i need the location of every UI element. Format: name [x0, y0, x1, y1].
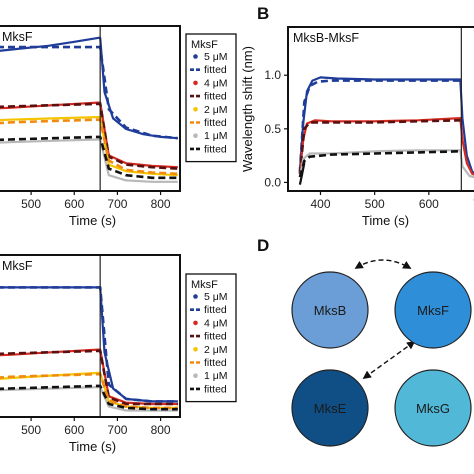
- series-line-5-fitted: [298, 150, 461, 178]
- legend-item-label: 4 μM: [204, 77, 228, 89]
- plot-frame: [287, 26, 474, 192]
- series-line-0: [0, 36, 178, 140]
- legend-item-label: fitted: [204, 91, 227, 103]
- legend-key-dot: [193, 294, 198, 299]
- legend-key-dot: [193, 347, 198, 352]
- legend-item-label: 1 μM: [204, 130, 228, 142]
- legend-item-label: 5 μM: [204, 291, 228, 303]
- series-line-6: [0, 138, 178, 183]
- series-line-0: [298, 76, 474, 174]
- panel-title: MksF: [2, 30, 33, 44]
- legend-item-label: 1 μM: [204, 370, 228, 382]
- node-label: MksG: [416, 401, 450, 416]
- series-group: [0, 36, 178, 183]
- series-line-5-fitted: [0, 372, 178, 410]
- interaction-diagram: MksB MksF MksE MksG: [291, 259, 472, 447]
- series-line-1-fitted: [298, 79, 461, 172]
- series-group: [0, 286, 178, 412]
- y-axis-label: Wavelength shift (nm): [240, 46, 255, 172]
- panel-letter-d: D: [257, 236, 269, 255]
- panel-c-mksf: 500 600 700 800 MksF Time (s): [0, 254, 181, 454]
- legend-item-label: 5 μM: [204, 51, 228, 63]
- legend-key-dot: [193, 133, 198, 138]
- x-tick-label: 500: [21, 197, 41, 211]
- interaction-arrow-mksb-mksf: [354, 259, 412, 269]
- legend-key-dot: [193, 107, 198, 112]
- series-line-6: [298, 162, 306, 185]
- x-tick-label: 700: [107, 197, 127, 211]
- node-label: MksF: [417, 303, 449, 318]
- panel-title: MksF: [2, 259, 33, 273]
- y-tick-label: 0.0: [264, 175, 281, 189]
- legend-item-label: 4 μM: [204, 317, 228, 329]
- legend-key-dot: [193, 80, 198, 86]
- legend-item-label: fitted: [204, 383, 227, 395]
- series-line-1-fitted: [0, 286, 178, 403]
- legend-title: MksF: [191, 39, 218, 51]
- legend-item-label: fitted: [204, 143, 227, 155]
- legend-item-label: 2 μM: [204, 104, 228, 116]
- node-label: MksB: [314, 303, 347, 318]
- legend-box: [185, 273, 237, 403]
- series-line-0: [0, 286, 178, 403]
- plot-frame: [0, 25, 181, 192]
- legend-item-label: fitted: [204, 331, 227, 343]
- legend-key-dot: [193, 320, 198, 326]
- x-tick-label: 600: [64, 423, 84, 437]
- interaction-arrow-mksf-mkse: [362, 341, 416, 379]
- panel-b-mksb-mksf: 400 500 600 700 0.0 0.5 1.0 MksB-MksF Time (s) Wa…: [240, 26, 474, 228]
- node-mksf: [394, 271, 472, 349]
- legend-item-label: fitted: [204, 64, 227, 76]
- x-tick-label: 700: [107, 423, 127, 437]
- series-line-1-fitted: [0, 45, 178, 140]
- legend-key-dot: [193, 373, 198, 379]
- node-mkse: [291, 369, 369, 447]
- legend-item-label: fitted: [204, 304, 227, 316]
- x-tick-label: 700: [473, 197, 474, 211]
- node-mksg: [394, 369, 472, 447]
- x-tick-label: 400: [310, 197, 330, 211]
- x-tick-label: 500: [365, 197, 385, 211]
- series-line-4: [0, 371, 178, 409]
- series-line-4: [298, 149, 474, 179]
- x-tick-label: 800: [151, 423, 171, 437]
- x-axis-label: Time (s): [69, 213, 116, 228]
- x-tick-label: 600: [64, 197, 84, 211]
- node-mksb: [291, 271, 369, 349]
- node-label: MksE: [314, 401, 347, 416]
- y-tick-label: 0.5: [264, 122, 281, 136]
- x-axis-label: Time (s): [362, 213, 409, 228]
- panel-a-mksf: 500 600 700 800 MksF Time (s): [0, 25, 181, 228]
- plot-frame: [0, 254, 181, 418]
- panel-letter-b: B: [257, 4, 269, 23]
- x-tick-label: 800: [151, 197, 171, 211]
- legend-item-label: fitted: [204, 357, 227, 369]
- legend-key-dot: [193, 54, 198, 59]
- series-line-3-fitted: [298, 119, 461, 174]
- legend-item-label: fitted: [204, 117, 227, 129]
- y-tick-label: 1.0: [264, 68, 281, 82]
- series-group: [298, 76, 474, 185]
- legend-title: MksF: [191, 279, 218, 291]
- x-tick-label: 600: [419, 197, 439, 211]
- series-line-2: [298, 117, 474, 176]
- x-axis-label: Time (s): [69, 439, 116, 454]
- panel-title: MksB-MksF: [293, 31, 359, 45]
- x-tick-label: 500: [21, 423, 41, 437]
- legend-item-label: 2 μM: [204, 344, 228, 356]
